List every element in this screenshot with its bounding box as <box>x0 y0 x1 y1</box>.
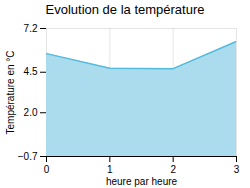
svg-text:4.5: 4.5 <box>24 66 38 77</box>
svg-text:1: 1 <box>107 164 113 175</box>
svg-text:Température en °C: Température en °C <box>5 50 16 134</box>
svg-text:3: 3 <box>234 164 240 175</box>
svg-text:0: 0 <box>44 164 50 175</box>
svg-text:heure par heure: heure par heure <box>106 176 178 187</box>
svg-text:2: 2 <box>170 164 176 175</box>
html-text:Evolution de la température: Evolution de la température <box>45 2 205 17</box>
svg-text:−0.7: −0.7 <box>18 151 38 162</box>
svg-text:2.0: 2.0 <box>24 107 38 118</box>
svg-text:7.2: 7.2 <box>24 23 38 34</box>
